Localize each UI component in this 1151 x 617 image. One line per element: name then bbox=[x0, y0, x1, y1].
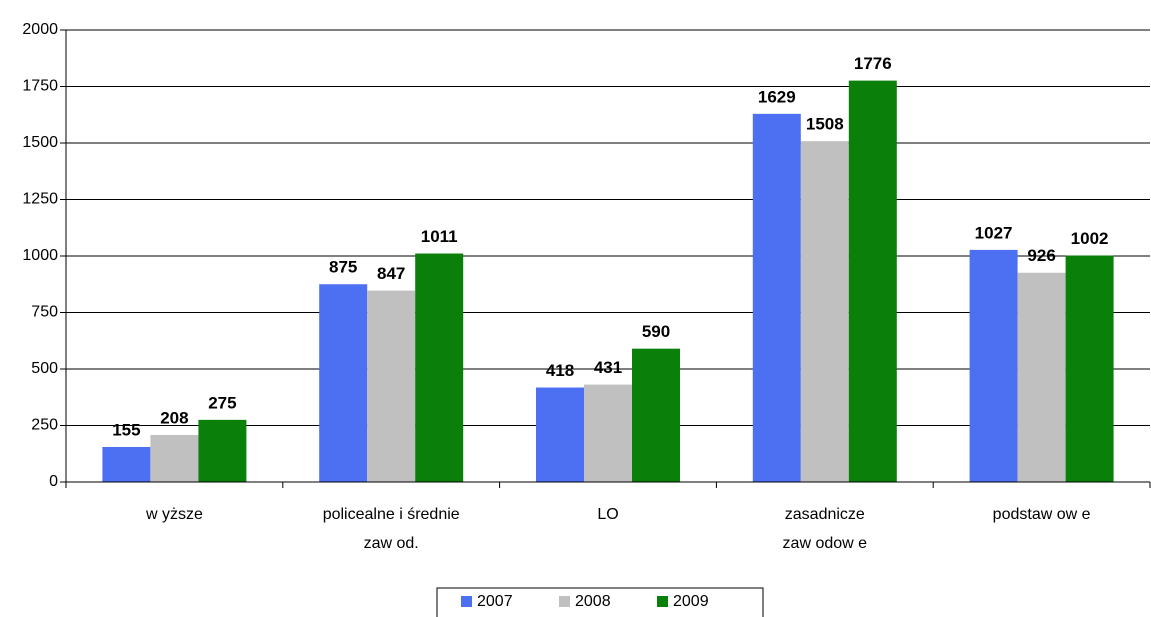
bar bbox=[1017, 272, 1066, 482]
data-label: 1011 bbox=[421, 227, 458, 246]
y-tick-label: 750 bbox=[31, 304, 58, 321]
y-tick-label: 1250 bbox=[22, 191, 58, 208]
data-label: 275 bbox=[208, 393, 236, 412]
legend-label: 2009 bbox=[673, 593, 709, 610]
legend-swatch bbox=[657, 596, 668, 607]
bar bbox=[367, 290, 416, 482]
bar bbox=[752, 113, 801, 482]
y-tick-label: 500 bbox=[31, 360, 58, 377]
legend-box bbox=[436, 587, 764, 617]
x-tick-label: zasadnicze zaw odow e bbox=[782, 506, 868, 552]
x-tick-label: podstaw ow e bbox=[992, 506, 1091, 523]
bar bbox=[319, 284, 368, 482]
bar bbox=[584, 384, 632, 482]
bar bbox=[536, 387, 584, 482]
data-label: 926 bbox=[1027, 246, 1055, 265]
y-tick-label: 1000 bbox=[22, 247, 58, 264]
bar bbox=[198, 419, 247, 482]
x-tick-label: w yższe bbox=[145, 506, 203, 523]
legend-swatch bbox=[559, 596, 570, 607]
data-label: 208 bbox=[160, 408, 188, 427]
legend-label: 2007 bbox=[477, 593, 513, 610]
y-tick-label: 0 bbox=[49, 473, 58, 490]
y-tick-label: 2000 bbox=[22, 21, 58, 38]
bar bbox=[632, 348, 680, 482]
bar bbox=[102, 446, 151, 482]
data-label: 1776 bbox=[854, 54, 892, 73]
data-label: 847 bbox=[377, 264, 405, 283]
y-tick-label: 1500 bbox=[22, 134, 58, 151]
bar bbox=[969, 249, 1018, 482]
bar bbox=[1065, 255, 1114, 482]
bar bbox=[150, 434, 199, 482]
data-label: 1027 bbox=[975, 223, 1013, 242]
data-label: 1508 bbox=[806, 115, 844, 134]
data-label: 431 bbox=[594, 358, 622, 377]
data-label: 418 bbox=[546, 361, 574, 380]
data-label: 875 bbox=[329, 258, 357, 277]
bar bbox=[800, 141, 849, 482]
y-tick-label: 250 bbox=[31, 417, 58, 434]
data-label: 155 bbox=[112, 420, 140, 439]
bar bbox=[848, 80, 897, 483]
data-label: 590 bbox=[642, 322, 670, 341]
data-label: 1002 bbox=[1071, 229, 1109, 248]
legend-label: 2008 bbox=[575, 593, 611, 610]
data-label: 1629 bbox=[758, 87, 796, 106]
bar bbox=[415, 253, 464, 482]
y-tick-label: 1750 bbox=[22, 78, 58, 95]
x-tick-label: policealne i średnie zaw od. bbox=[322, 506, 460, 552]
x-tick-label: LO bbox=[597, 506, 619, 523]
legend-swatch bbox=[461, 596, 472, 607]
